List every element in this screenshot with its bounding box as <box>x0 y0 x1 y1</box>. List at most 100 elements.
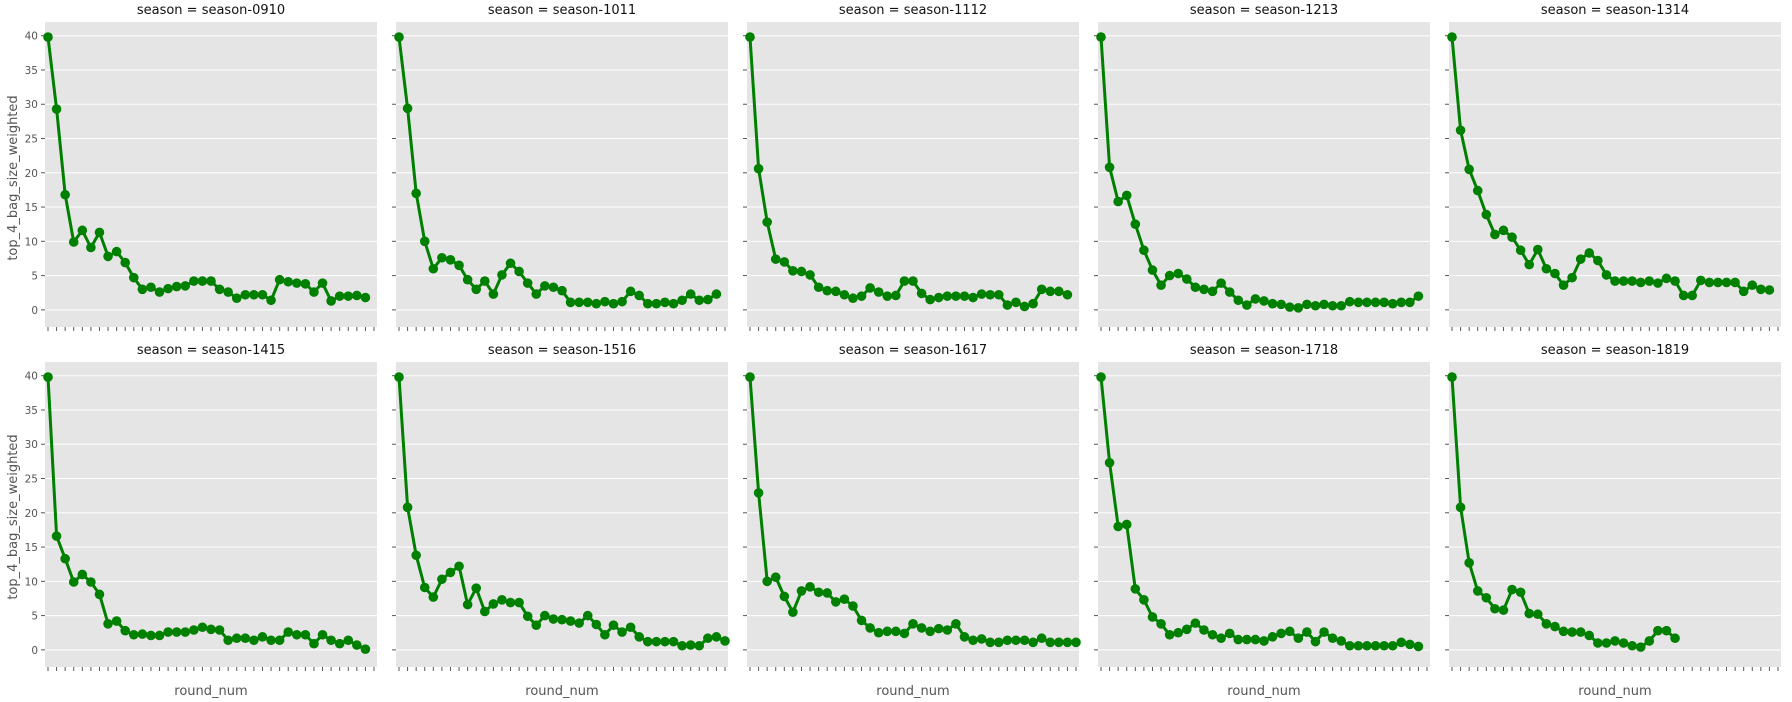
data-point <box>462 274 473 285</box>
data-point <box>574 297 584 308</box>
data-point <box>1455 125 1466 136</box>
data-point <box>283 627 294 637</box>
data-point <box>1635 277 1646 288</box>
data-point <box>908 276 918 286</box>
data-point <box>1147 612 1158 622</box>
data-point <box>916 288 927 299</box>
data-point <box>1687 290 1698 301</box>
data-point <box>830 597 841 607</box>
data-point <box>617 627 627 637</box>
data-point <box>154 630 165 641</box>
data-point <box>334 291 345 301</box>
data-point <box>1644 276 1655 286</box>
data-point <box>1704 277 1715 288</box>
data-point <box>753 163 764 174</box>
data-point <box>1601 638 1612 648</box>
data-point <box>694 640 705 651</box>
data-point <box>1515 245 1526 256</box>
data-point <box>1472 185 1483 196</box>
data-point <box>163 627 173 637</box>
data-point <box>1028 298 1038 309</box>
data-point <box>1190 618 1201 628</box>
data-point <box>608 298 619 309</box>
data-point <box>1558 280 1569 290</box>
data-point <box>462 599 473 610</box>
data-point <box>68 577 79 587</box>
data-point <box>1507 232 1517 243</box>
data-point <box>1207 286 1218 297</box>
data-point <box>703 294 713 305</box>
data-point <box>1575 254 1586 264</box>
data-point <box>985 289 996 300</box>
data-point <box>565 616 576 626</box>
data-point <box>240 633 251 644</box>
data-point <box>1121 190 1132 201</box>
data-point <box>86 577 96 587</box>
data-point <box>437 574 447 585</box>
data-point <box>1062 637 1073 648</box>
data-point <box>1481 209 1492 220</box>
data-point <box>1413 641 1424 652</box>
data-point <box>1019 301 1030 312</box>
y-tick-label: 30 <box>25 439 38 451</box>
data-point <box>1071 637 1081 648</box>
data-point <box>1635 642 1646 652</box>
data-point <box>51 104 62 114</box>
data-point <box>1353 640 1364 651</box>
data-point <box>471 284 482 295</box>
data-point <box>1524 259 1535 270</box>
panel-background <box>747 362 1079 667</box>
data-point <box>1173 268 1184 279</box>
facet-panel: season = season-1314 <box>1445 3 1781 331</box>
data-point <box>1670 633 1680 644</box>
data-point <box>1362 297 1372 308</box>
data-point <box>856 615 867 626</box>
data-point <box>770 572 781 583</box>
data-point <box>1515 587 1526 598</box>
data-point <box>257 289 268 300</box>
data-point <box>1379 640 1389 651</box>
data-point <box>1045 286 1056 297</box>
data-point <box>625 622 636 633</box>
data-point <box>925 626 935 637</box>
data-point <box>720 636 730 646</box>
data-point <box>1405 297 1415 308</box>
data-point <box>291 278 302 288</box>
data-point <box>1610 276 1620 286</box>
data-point <box>813 282 824 293</box>
facet-panel: season = season-1213 <box>1094 3 1430 331</box>
data-point <box>762 217 772 227</box>
data-point <box>1130 584 1141 594</box>
data-point <box>1695 275 1706 286</box>
data-point <box>925 294 935 305</box>
data-point <box>522 611 533 622</box>
data-point <box>1233 295 1244 306</box>
data-point <box>1096 32 1106 42</box>
data-point <box>1490 229 1500 240</box>
data-point <box>908 619 918 629</box>
data-point <box>514 597 524 608</box>
data-point <box>1370 640 1381 651</box>
data-point <box>813 587 824 598</box>
data-point <box>1618 276 1629 286</box>
data-point <box>548 282 559 293</box>
data-point <box>1756 284 1766 295</box>
data-point <box>1738 286 1749 297</box>
data-point <box>1181 624 1192 635</box>
facet-panel: 0 5 10 15 20 25 30 35 40 season = season-1415 roun… <box>25 343 377 699</box>
data-point <box>1181 274 1192 284</box>
data-point <box>1259 636 1269 646</box>
data-point <box>1302 627 1312 637</box>
data-point <box>968 635 978 646</box>
data-point <box>1216 633 1226 644</box>
data-point <box>231 633 242 644</box>
data-point <box>1558 626 1569 637</box>
panel-title: season = season-1213 <box>1190 3 1338 18</box>
data-point <box>1011 635 1021 646</box>
data-point <box>402 103 413 114</box>
y-tick-label: 20 <box>25 168 38 180</box>
data-point <box>582 610 593 621</box>
panel-background <box>45 362 377 667</box>
data-point <box>591 298 602 309</box>
data-point <box>976 289 987 299</box>
